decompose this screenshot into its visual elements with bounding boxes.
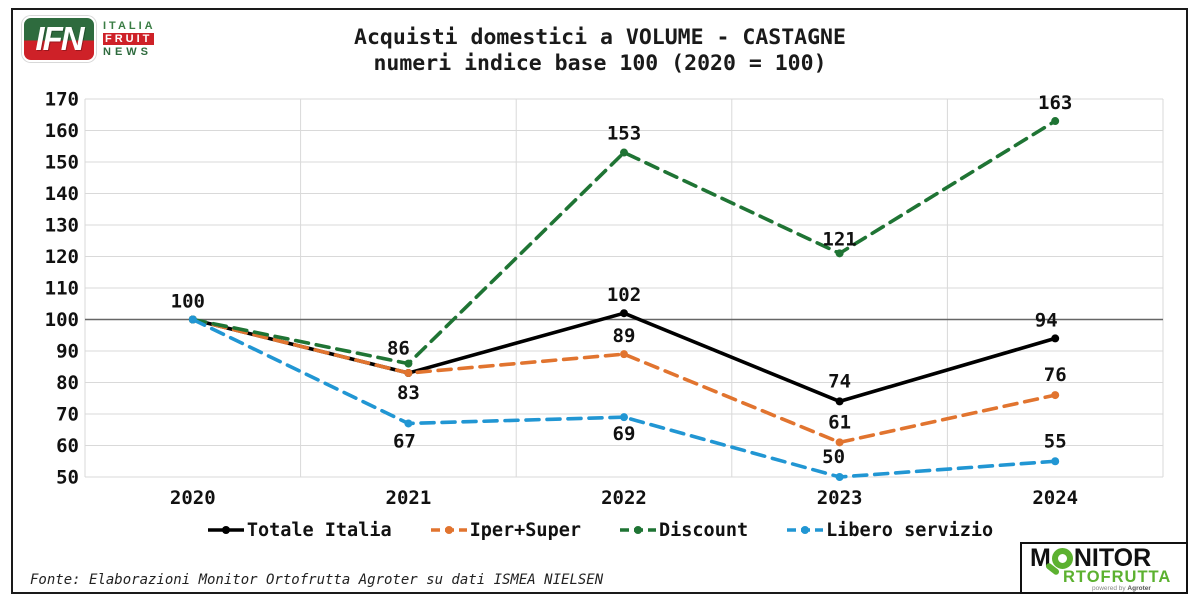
data-point: [620, 350, 628, 359]
agroter-brand: Agroter: [1127, 585, 1151, 592]
line-swatch-icon: [787, 526, 824, 534]
monitor-ortofrutta-logo: M NITOR RTOFRUTTA powered by Agroter: [1020, 542, 1188, 594]
data-point: [620, 148, 628, 157]
data-point: [835, 397, 844, 406]
ifn-logo: IFN ITALIA FRUIT NEWS: [22, 16, 156, 62]
data-point: [404, 369, 413, 378]
data-point: [404, 419, 413, 428]
line-swatch-icon: [619, 521, 657, 540]
y-tick-label: 110: [45, 278, 79, 300]
legend-label: Totale Italia: [246, 520, 392, 541]
y-tick-label: 150: [45, 152, 79, 174]
monitor-logo-nitor: NITOR: [1073, 544, 1152, 572]
data-point: [1051, 457, 1060, 466]
legend-label: Discount: [659, 520, 749, 541]
y-tick-label: 130: [45, 215, 79, 237]
monitor-logo-line1: M NITOR: [1030, 544, 1180, 572]
source-note: Fonte: Elaborazioni Monitor Ortofrutta A…: [30, 572, 604, 588]
y-tick-label: 60: [56, 435, 79, 457]
data-label: 69: [613, 423, 636, 445]
y-tick-label: 160: [45, 120, 79, 142]
legend-label: Libero servizio: [826, 520, 994, 541]
data-label: 74: [828, 370, 851, 392]
y-tick-label: 120: [45, 246, 79, 268]
data-label: 55: [1044, 430, 1067, 452]
series-line: [191, 317, 1057, 445]
ifn-badge-icon: IFN: [22, 16, 96, 62]
x-tick-label: 2022: [601, 487, 647, 509]
data-label: 86: [387, 338, 410, 360]
y-tick-label: 50: [56, 467, 79, 489]
y-tick-label: 90: [56, 341, 79, 363]
x-tick-label: 2023: [817, 487, 863, 509]
data-label: 153: [607, 123, 641, 145]
data-point: [835, 249, 844, 258]
series-line: [191, 119, 1057, 366]
y-tick-label: 100: [45, 309, 79, 331]
data-label: 50: [822, 446, 845, 468]
ifn-word-news: NEWS: [103, 46, 152, 58]
data-point: [1051, 391, 1060, 400]
monitor-logo-line2: RTOFRUTTA: [1063, 568, 1172, 586]
y-tick-label: 170: [45, 89, 79, 111]
chart-title-line1: Acquisti domestici a VOLUME - CASTAGNE: [354, 25, 846, 50]
monitor-logo-powered: powered by Agroter: [1092, 585, 1180, 593]
magnifier-icon: [1051, 547, 1073, 569]
x-tick-label: 2021: [386, 487, 432, 509]
data-label: 100: [171, 291, 205, 313]
line-swatch-icon: [207, 526, 244, 534]
line-swatch-icon: [620, 526, 656, 534]
data-point: [620, 413, 628, 422]
data-label: 89: [613, 325, 636, 347]
y-tick-label: 140: [45, 183, 79, 205]
x-tick-label: 2020: [170, 487, 216, 509]
data-point: [1051, 334, 1060, 343]
line-swatch-icon: [207, 521, 245, 540]
line-swatch-icon: [430, 521, 468, 540]
line-swatch-icon: [786, 521, 824, 540]
legend-item-totale-italia: Totale Italia: [207, 520, 392, 541]
legend-item-iper-super: Iper+Super: [430, 520, 581, 541]
y-tick-label: 70: [56, 404, 79, 426]
ifn-logo-text: ITALIA FRUIT NEWS: [103, 20, 156, 58]
x-tick-label: 2024: [1032, 487, 1078, 509]
ifn-word-fruit: FRUIT: [103, 33, 155, 45]
data-label: 163: [1038, 92, 1072, 114]
data-label: 67: [393, 430, 416, 452]
legend-label: Iper+Super: [469, 520, 581, 541]
powered-by-text: powered by: [1092, 585, 1126, 592]
data-label: 102: [607, 284, 641, 306]
data-label: 94: [1035, 309, 1058, 331]
chart-title-line2: numeri indice base 100 (2020 = 100): [373, 51, 827, 76]
ifn-word-italia: ITALIA: [103, 20, 156, 32]
data-point: [620, 309, 628, 318]
data-label: 121: [822, 228, 856, 250]
y-tick-label: 80: [56, 372, 79, 394]
data-label: 76: [1044, 364, 1067, 386]
data-point: [188, 315, 197, 324]
data-label: 61: [828, 411, 851, 433]
data-label: 83: [397, 382, 420, 404]
data-point: [835, 438, 844, 447]
line-swatch-icon: [430, 526, 467, 534]
data-point: [835, 473, 844, 481]
data-point: [404, 359, 413, 368]
data-point: [1051, 117, 1060, 126]
chart-legend: Totale Italia Iper+Super Discount Libero…: [0, 520, 1200, 541]
chart-title: Acquisti domestici a VOLUME - CASTAGNE n…: [0, 25, 1200, 77]
outer-border: [11, 8, 1188, 594]
legend-item-libero-servizio: Libero servizio: [786, 520, 993, 541]
legend-item-discount: Discount: [619, 520, 748, 541]
